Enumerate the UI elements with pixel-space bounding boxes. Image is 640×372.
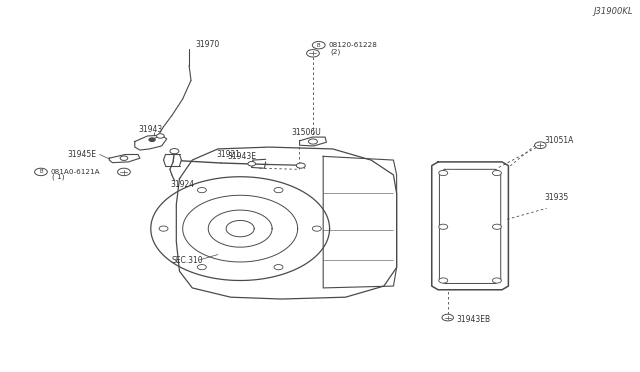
Text: 31921: 31921 [216, 150, 241, 159]
Text: 31943E: 31943E [227, 152, 257, 161]
Circle shape [296, 163, 305, 168]
Text: 31945E: 31945E [68, 150, 97, 159]
Circle shape [492, 170, 501, 176]
Circle shape [492, 224, 501, 230]
Circle shape [308, 139, 317, 144]
Circle shape [312, 41, 325, 49]
Circle shape [197, 264, 206, 270]
Circle shape [492, 278, 501, 283]
Circle shape [248, 161, 255, 166]
Circle shape [170, 148, 179, 154]
Text: 31970: 31970 [195, 39, 220, 49]
Circle shape [157, 134, 164, 138]
Circle shape [307, 49, 319, 57]
Text: 081A0-6121A: 081A0-6121A [51, 169, 100, 175]
Text: 31924: 31924 [170, 180, 194, 189]
Circle shape [442, 314, 454, 321]
Circle shape [118, 168, 131, 176]
Circle shape [534, 142, 546, 148]
Text: ( 1): ( 1) [52, 174, 64, 180]
Text: SEC.310: SEC.310 [172, 256, 204, 264]
Text: 31051A: 31051A [545, 136, 574, 145]
Text: (2): (2) [330, 48, 340, 55]
Circle shape [149, 138, 156, 141]
Circle shape [312, 226, 321, 231]
Circle shape [439, 224, 448, 230]
Text: 31943: 31943 [139, 125, 163, 134]
Circle shape [274, 264, 283, 270]
Circle shape [439, 278, 448, 283]
Circle shape [35, 168, 47, 176]
Circle shape [274, 187, 283, 193]
Circle shape [120, 156, 128, 160]
Text: B: B [39, 169, 43, 174]
Circle shape [439, 170, 448, 176]
Circle shape [197, 187, 206, 193]
Text: 31506U: 31506U [291, 128, 321, 137]
Text: 08120-61228: 08120-61228 [328, 42, 377, 48]
Circle shape [159, 226, 168, 231]
Text: B: B [317, 43, 321, 48]
Text: J31900KL: J31900KL [593, 7, 633, 16]
Text: 31943EB: 31943EB [456, 315, 490, 324]
Text: 31935: 31935 [545, 193, 569, 202]
